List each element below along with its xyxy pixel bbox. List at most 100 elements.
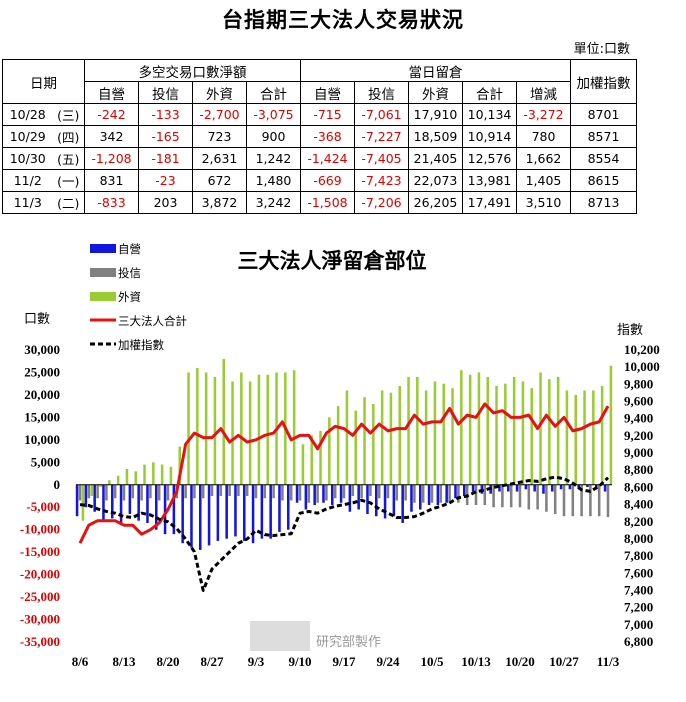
bar-foreign bbox=[90, 484, 93, 496]
bar-trust bbox=[113, 484, 117, 499]
value-cell: -1,424 bbox=[300, 147, 355, 170]
bar-dealer bbox=[163, 484, 167, 535]
y-tick-label: 25,000 bbox=[24, 364, 60, 379]
bar-foreign bbox=[442, 383, 445, 485]
bar-foreign bbox=[336, 406, 340, 485]
bar-foreign bbox=[389, 392, 393, 485]
bar-foreign bbox=[424, 390, 428, 485]
bar-dealer bbox=[278, 484, 281, 532]
bar-foreign bbox=[301, 444, 305, 485]
y-tick-label: -10,000 bbox=[20, 522, 60, 537]
bar-foreign bbox=[292, 370, 296, 485]
value-cell: 1,242 bbox=[246, 147, 301, 170]
bar-foreign bbox=[169, 466, 173, 485]
value-cell: -2,700 bbox=[192, 103, 247, 126]
bar-foreign bbox=[116, 475, 120, 485]
value-cell: 10,914 bbox=[462, 125, 517, 148]
bar-foreign bbox=[160, 464, 164, 485]
bar-trust bbox=[413, 484, 416, 503]
bar-trust bbox=[377, 484, 381, 499]
bar-foreign bbox=[178, 446, 181, 485]
col-header: 自營 bbox=[300, 81, 355, 104]
bar-dealer bbox=[401, 484, 404, 523]
bar-foreign bbox=[134, 471, 137, 485]
bar-trust bbox=[553, 484, 557, 514]
bar-foreign bbox=[204, 372, 208, 485]
bar-foreign bbox=[213, 376, 217, 485]
bar-trust bbox=[281, 484, 284, 501]
value-cell: -3,075 bbox=[246, 103, 301, 126]
col-header: 投信 bbox=[354, 81, 409, 104]
bar-dealer bbox=[383, 484, 387, 519]
bar-trust bbox=[210, 484, 214, 496]
bar-dealer bbox=[251, 484, 255, 544]
bar-trust bbox=[122, 484, 126, 501]
bar-dealer bbox=[225, 484, 228, 539]
bar-trust bbox=[562, 484, 566, 517]
bar-trust bbox=[404, 484, 407, 501]
y-tick-label: 5,000 bbox=[31, 454, 60, 469]
bar-trust bbox=[254, 484, 258, 499]
value-cell: -3,272 bbox=[516, 103, 571, 126]
bar-trust bbox=[589, 484, 592, 517]
col-header: 外資 bbox=[192, 81, 247, 104]
bar-foreign bbox=[257, 374, 261, 485]
bar-dealer bbox=[216, 484, 220, 541]
bar-dealer bbox=[75, 484, 79, 517]
bar-dealer bbox=[427, 484, 431, 505]
bar-trust bbox=[245, 484, 249, 496]
bar-dealer bbox=[199, 484, 202, 550]
bar-dealer bbox=[243, 484, 246, 541]
y2-tick-label: 9,200 bbox=[624, 428, 653, 443]
bar-foreign bbox=[319, 430, 322, 485]
bar-foreign bbox=[592, 390, 595, 485]
value-cell: 780 bbox=[516, 125, 571, 148]
bar-foreign bbox=[372, 403, 375, 485]
bar-dealer bbox=[577, 484, 580, 490]
y2-tick-label: 9,600 bbox=[624, 394, 653, 409]
weekday-cell: (一) bbox=[52, 169, 85, 192]
x-tick-label: 9/3 bbox=[248, 654, 265, 669]
col-header: 增減 bbox=[516, 81, 571, 104]
bar-trust bbox=[307, 484, 311, 503]
watermark-smudge bbox=[250, 621, 310, 651]
legend-label-foreign: 外資 bbox=[118, 290, 141, 304]
bar-trust bbox=[448, 484, 451, 503]
bar-dealer bbox=[551, 484, 554, 492]
value-cell: 831 bbox=[84, 169, 139, 192]
bar-dealer bbox=[568, 484, 572, 490]
bar-dealer bbox=[375, 484, 378, 517]
date-cell: 10/30 bbox=[2, 147, 53, 170]
y2-tick-label: 7,600 bbox=[624, 565, 653, 580]
value-cell: 26,205 bbox=[408, 191, 463, 214]
value-cell: 723 bbox=[192, 125, 247, 148]
table-row: 10/29 (四) 342 -165 723 900 -368 -7,227 18,509 10,… bbox=[2, 125, 637, 148]
bar-foreign bbox=[433, 381, 437, 485]
y-axis-label: 口數 bbox=[24, 312, 50, 327]
bar-foreign bbox=[600, 385, 604, 485]
y2-tick-label: 10,000 bbox=[624, 359, 660, 374]
y2-tick-label: 7,800 bbox=[624, 548, 653, 563]
line-series bbox=[78, 402, 610, 592]
y-tick-label: -20,000 bbox=[20, 567, 60, 582]
bar-trust bbox=[536, 484, 539, 510]
date-cell: 11/3 bbox=[2, 191, 53, 214]
col-header: 自營 bbox=[84, 81, 139, 104]
bar-dealer bbox=[471, 484, 475, 492]
x-tick-label: 9/17 bbox=[332, 654, 356, 669]
bar-foreign bbox=[380, 390, 384, 485]
unit-label: 單位:口數 bbox=[573, 42, 630, 57]
bar-dealer bbox=[234, 484, 237, 537]
bar-trust bbox=[430, 484, 434, 503]
value-cell: 672 bbox=[192, 169, 247, 192]
bar-dealer bbox=[102, 484, 105, 521]
bar-trust bbox=[272, 484, 275, 499]
page-title: 台指期三大法人交易狀況 bbox=[222, 8, 464, 32]
bar-trust bbox=[360, 484, 363, 499]
bar-dealer bbox=[111, 484, 114, 519]
bar-dealer bbox=[463, 484, 466, 496]
bar-foreign bbox=[152, 462, 155, 485]
bar-trust bbox=[527, 484, 531, 510]
bar-trust bbox=[78, 484, 82, 501]
legend-label-trust: 投信 bbox=[118, 266, 141, 280]
